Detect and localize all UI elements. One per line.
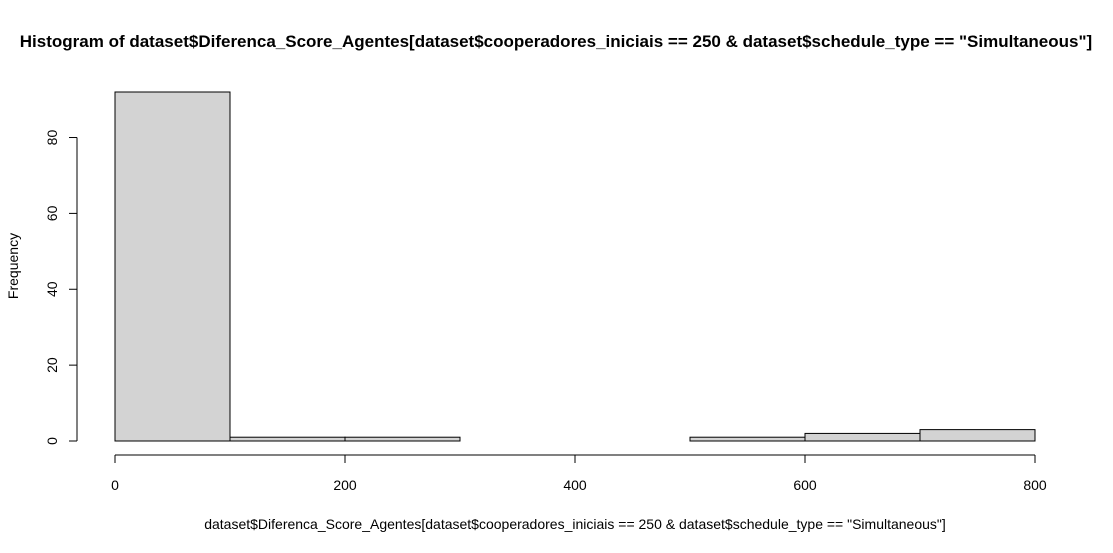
y-tick-label-3: 60 [44,205,60,221]
histogram-bar-0 [114,91,231,442]
histogram-bar-2 [344,436,461,442]
chart-title: Histogram of dataset$Diferenca_Score_Age… [20,32,1092,51]
histogram-bars [114,91,1036,442]
histogram-bar-5 [689,436,806,442]
y-tick-label-2: 40 [44,281,60,297]
x-tick-label-3: 600 [793,477,817,493]
histogram-bar-1 [229,436,346,442]
x-axis-label: dataset$Diferenca_Score_Agentes[dataset$… [204,516,946,532]
y-tick-label-1: 20 [44,357,60,373]
y-axis: 0 20 40 60 80 [44,130,78,445]
y-tick-label-4: 80 [44,130,60,146]
x-tick-label-0: 0 [111,477,119,493]
y-axis-label: Frequency [5,233,21,299]
histogram-bar-7 [919,429,1036,442]
histogram-bar-6 [804,432,921,442]
x-tick-label-1: 200 [333,477,357,493]
x-tick-label-4: 800 [1023,477,1047,493]
x-axis: 0 200 400 600 800 [111,454,1047,493]
x-tick-label-2: 400 [563,477,587,493]
y-tick-label-0: 0 [44,437,60,445]
